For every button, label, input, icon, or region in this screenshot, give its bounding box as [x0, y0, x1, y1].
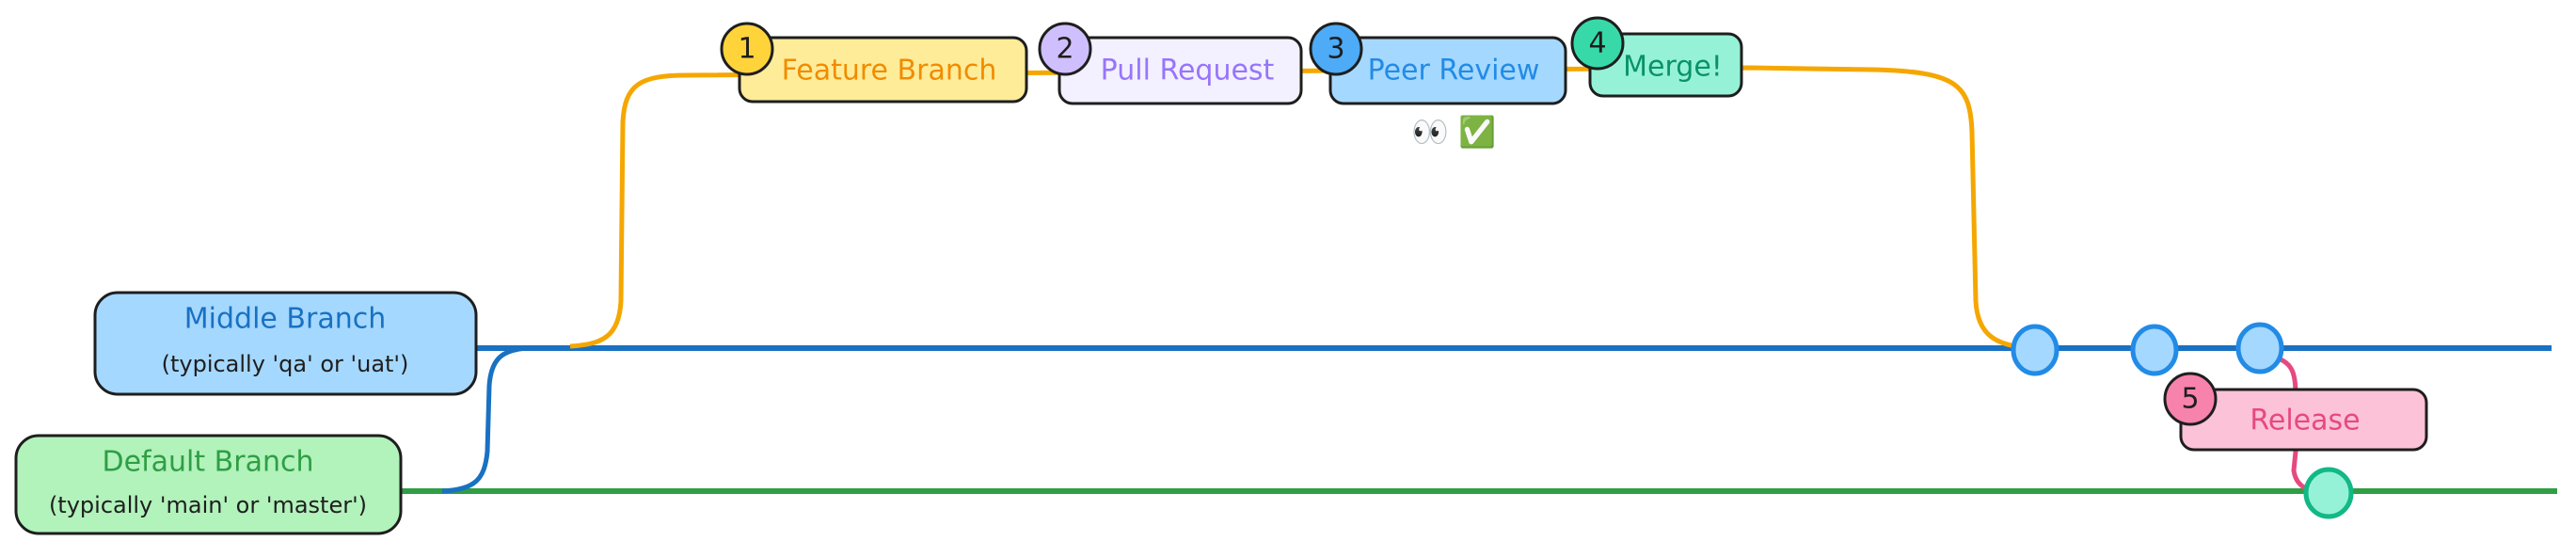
step-label: Release — [2250, 405, 2360, 438]
step-number: 1 — [738, 33, 755, 66]
default-branch-node: Default Branch (typically 'main' or 'mas… — [14, 434, 403, 535]
step-label: Merge! — [1623, 51, 1723, 84]
middle-commit — [2011, 324, 2059, 376]
middle-branch-title: Middle Branch — [184, 303, 386, 336]
middle-commit — [2235, 322, 2284, 374]
feature-branch-line — [569, 65, 2033, 351]
step-merge: Merge! 4 — [1570, 16, 1743, 98]
step-label: Pull Request — [1101, 55, 1275, 88]
review-emojis: 👀 ✅ — [1411, 114, 1496, 150]
default-branch-subtitle: (typically 'main' or 'master') — [49, 492, 367, 518]
middle-branch-node: Middle Branch (typically 'qa' or 'uat') — [93, 291, 478, 396]
step-number: 3 — [1327, 33, 1344, 66]
branch-off-connector — [441, 345, 528, 494]
step-feature-branch: Feature Branch 1 — [720, 22, 1028, 103]
step-peer-review: Peer Review 3 — [1309, 22, 1567, 105]
step-number: 4 — [1588, 27, 1606, 60]
step-pull-request: Pull Request 2 — [1038, 22, 1303, 105]
step-number: 2 — [1056, 33, 1073, 66]
default-commit — [2303, 467, 2354, 519]
middle-commit — [2130, 324, 2179, 376]
default-branch-title: Default Branch — [103, 446, 314, 479]
middle-branch-subtitle: (typically 'qa' or 'uat') — [162, 351, 409, 377]
step-label: Peer Review — [1368, 55, 1540, 88]
step-release: Release 5 — [2163, 372, 2428, 452]
step-label: Feature Branch — [782, 55, 997, 88]
step-number: 5 — [2181, 383, 2199, 416]
